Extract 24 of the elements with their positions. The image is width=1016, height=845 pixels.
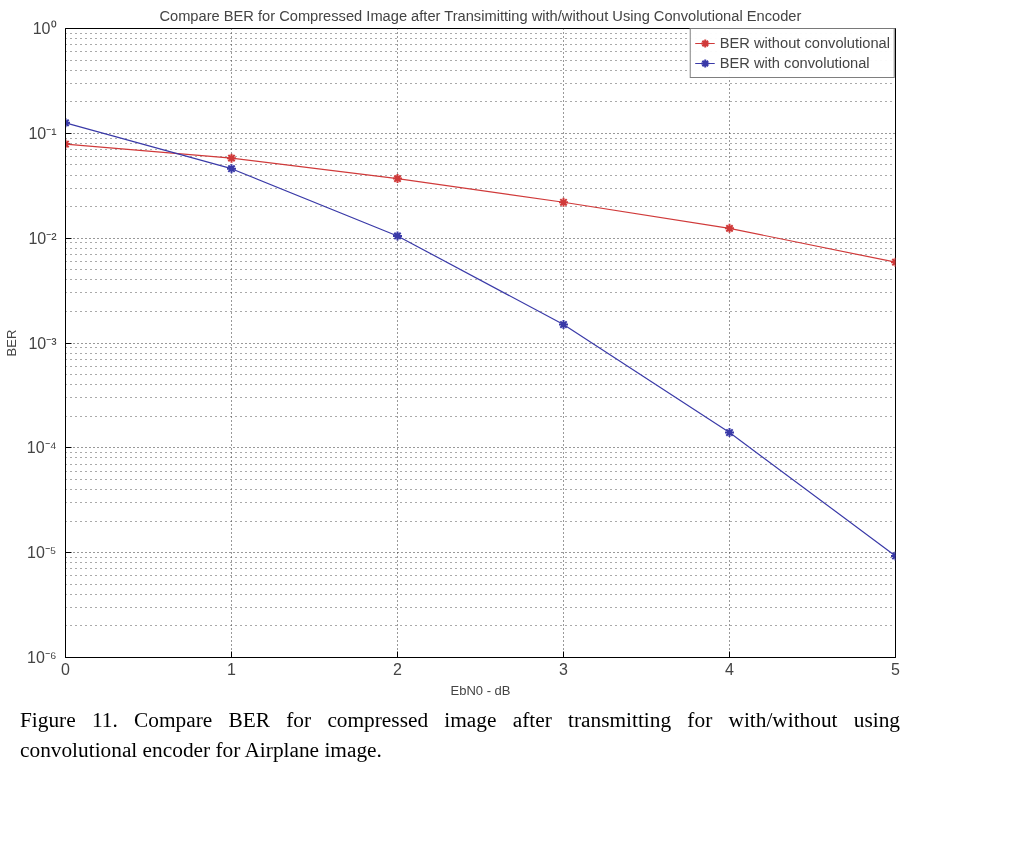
x-tick-label: 0: [61, 660, 71, 678]
point: [392, 230, 403, 242]
chart-title: Compare BER for Compressed Image after Transimitting with/without Using Convolutional Encoder: [159, 7, 802, 24]
y-tick-label: 10⁰: [32, 20, 57, 37]
y-tick-label: 10⁻⁶: [27, 649, 57, 666]
x-tick-label: 5: [891, 660, 901, 678]
legend-label: BER without convolutional: [719, 35, 890, 51]
x-tick-label: 1: [227, 660, 237, 678]
y-tick-label: 10⁻⁵: [27, 544, 57, 562]
x-tick-label: 3: [559, 660, 569, 678]
x-axis-title: EbN0 - dB: [450, 682, 511, 698]
point: [226, 163, 237, 175]
point: [724, 222, 735, 234]
y-tick-label: 10⁻⁴: [26, 439, 57, 457]
y-tick-label: 10⁻³: [28, 334, 58, 352]
caption: Figure 11. Compare BER for compressed image after transmitting for with/without using convolutional encoder for Airplane image.: [20, 707, 900, 765]
point: [558, 196, 569, 208]
y-tick-label: 10⁻¹: [28, 124, 57, 142]
point: [226, 152, 237, 164]
x-tick-label: 4: [725, 660, 735, 678]
x-tick-label: 2: [393, 660, 403, 678]
legend-label: BER with convolutional: [719, 55, 870, 71]
y-tick-label: 10⁻²: [28, 229, 58, 247]
y-axis-title: BER: [3, 329, 19, 357]
